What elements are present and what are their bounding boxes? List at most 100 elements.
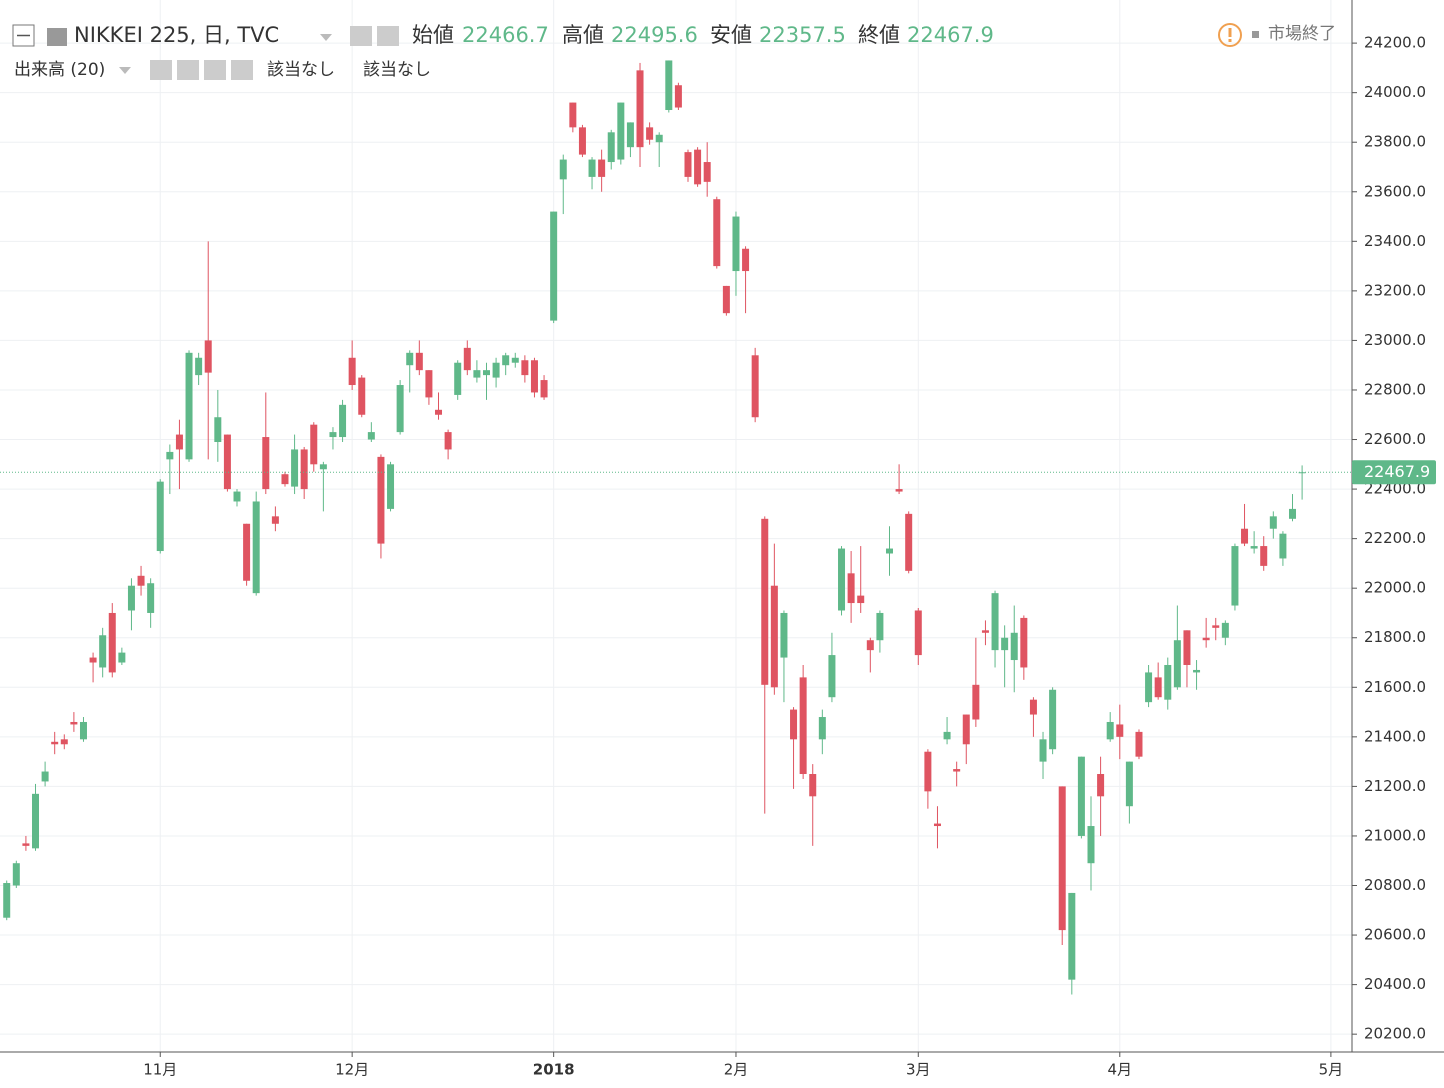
gear-icon[interactable] bbox=[177, 60, 199, 80]
candle-body bbox=[972, 684, 980, 720]
candle-body bbox=[1193, 669, 1201, 673]
candle-body bbox=[722, 285, 730, 314]
candle-body bbox=[1221, 622, 1229, 638]
candle-body bbox=[521, 360, 529, 376]
candle-body bbox=[914, 610, 922, 656]
candle-body bbox=[137, 575, 145, 586]
candle-body bbox=[1145, 672, 1153, 703]
candle-body bbox=[185, 352, 193, 460]
na-label: 該当なし bbox=[267, 60, 335, 80]
x-tick-label: 2月 bbox=[724, 1061, 749, 1079]
candle-body bbox=[876, 612, 884, 641]
candle-body bbox=[175, 434, 183, 450]
candle-body bbox=[310, 424, 318, 465]
plus-icon[interactable] bbox=[204, 60, 226, 80]
candle-body bbox=[1116, 724, 1124, 737]
candle-body bbox=[981, 630, 989, 633]
open-value: 22466.7 bbox=[462, 23, 549, 47]
candle-body bbox=[1087, 826, 1095, 864]
candle-body bbox=[828, 655, 836, 698]
candle-body bbox=[425, 370, 433, 398]
gear-icon[interactable] bbox=[377, 26, 399, 46]
candle-body bbox=[60, 739, 68, 745]
eye-icon[interactable] bbox=[150, 60, 172, 80]
candle-body bbox=[319, 464, 327, 470]
candle-body bbox=[665, 60, 673, 111]
candle-body bbox=[578, 127, 586, 155]
candle-body bbox=[1154, 677, 1162, 698]
candle-body bbox=[847, 573, 855, 604]
close-value: 22467.9 bbox=[907, 23, 994, 47]
candle-body bbox=[348, 357, 356, 386]
candle-body bbox=[118, 652, 126, 663]
candle-body bbox=[1135, 731, 1143, 757]
candle-body bbox=[1058, 786, 1066, 931]
low-label: 安値 bbox=[710, 23, 752, 47]
market-status: 市場終了 bbox=[1268, 24, 1336, 44]
eye-icon[interactable] bbox=[350, 26, 372, 46]
caret[interactable] bbox=[320, 34, 332, 41]
candle-body bbox=[1125, 761, 1133, 807]
candle-body bbox=[617, 102, 625, 160]
x-tick-label: 5月 bbox=[1319, 1061, 1344, 1079]
candle-body bbox=[1077, 756, 1085, 836]
candle-body bbox=[1260, 546, 1268, 566]
candle-body bbox=[435, 409, 443, 415]
candle-body bbox=[646, 127, 654, 140]
candle-body bbox=[195, 357, 203, 376]
candle-body bbox=[588, 159, 596, 177]
candle-body bbox=[655, 134, 663, 143]
y-tick-label: 23800.0 bbox=[1364, 133, 1426, 151]
volume-label: 出来高 (20) bbox=[14, 60, 105, 80]
candle-body bbox=[1010, 632, 1018, 661]
candle-body bbox=[502, 355, 510, 366]
x-tick-label: 11月 bbox=[143, 1061, 177, 1079]
candle-body bbox=[415, 352, 423, 371]
candle-body bbox=[607, 132, 615, 163]
warning-dot bbox=[1228, 39, 1232, 42]
candle-body bbox=[358, 377, 366, 415]
y-tick-label: 21000.0 bbox=[1364, 826, 1426, 844]
candle-body bbox=[943, 731, 951, 740]
x-tick-label: 12月 bbox=[335, 1061, 369, 1079]
candle-body bbox=[51, 741, 59, 745]
candle-body bbox=[339, 404, 347, 438]
candle-body bbox=[1231, 546, 1239, 606]
caret[interactable] bbox=[119, 67, 131, 74]
y-tick-label: 23000.0 bbox=[1364, 331, 1426, 349]
candle-body bbox=[770, 585, 778, 688]
candle-body bbox=[742, 248, 750, 272]
y-tick-label: 23600.0 bbox=[1364, 182, 1426, 200]
flag-icon bbox=[47, 28, 67, 46]
candle-body bbox=[1241, 528, 1249, 544]
candle-body bbox=[377, 456, 385, 544]
candle-body bbox=[953, 769, 961, 772]
candle-body bbox=[252, 501, 260, 594]
candle-body bbox=[838, 548, 846, 611]
candle-body bbox=[626, 122, 634, 148]
candle-body bbox=[214, 417, 222, 443]
warning-icon[interactable] bbox=[1218, 23, 1242, 47]
candle-body bbox=[454, 362, 462, 395]
candle-body bbox=[127, 585, 135, 611]
candle-body bbox=[367, 432, 375, 440]
y-tick-label: 24200.0 bbox=[1364, 34, 1426, 52]
candle-body bbox=[32, 793, 40, 849]
candle-body bbox=[243, 523, 251, 581]
candle-body bbox=[1039, 739, 1047, 762]
candle-body bbox=[22, 843, 30, 846]
y-tick-label: 20600.0 bbox=[1364, 926, 1426, 944]
candle-body bbox=[905, 513, 913, 571]
candle-body bbox=[540, 380, 548, 398]
candle-body bbox=[1029, 699, 1037, 715]
close-icon[interactable] bbox=[231, 60, 253, 80]
candle-body bbox=[156, 481, 164, 552]
candle-body bbox=[1106, 721, 1114, 740]
candle-body bbox=[684, 152, 692, 177]
candle-body bbox=[866, 640, 874, 651]
candle-body bbox=[1049, 689, 1057, 750]
y-tick-label: 21800.0 bbox=[1364, 628, 1426, 646]
candle-body bbox=[530, 360, 538, 393]
candle-body bbox=[790, 709, 798, 740]
candle-body bbox=[291, 449, 299, 487]
